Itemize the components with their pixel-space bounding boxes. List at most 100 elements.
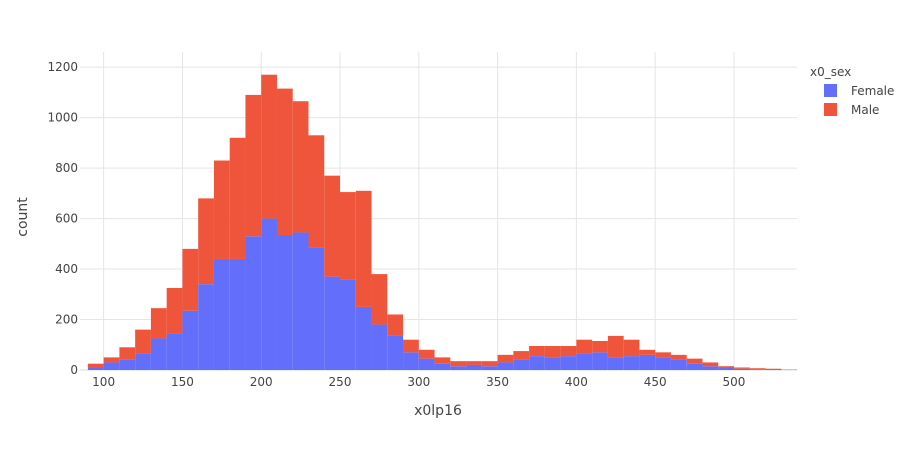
bar-female[interactable] [434,363,451,370]
bar-male[interactable] [434,357,451,364]
bar-female[interactable] [387,335,404,370]
bar-female[interactable] [276,234,293,370]
bar-female[interactable] [182,310,199,370]
bar-female[interactable] [213,258,230,370]
bar-female[interactable] [670,359,687,370]
bar-male[interactable] [639,349,656,355]
bar-female[interactable] [576,353,593,370]
bar-female[interactable] [529,356,545,370]
bar-female[interactable] [418,358,435,370]
bar-female[interactable] [150,338,167,370]
bar-female[interactable] [308,247,325,370]
legend-label-male[interactable]: Male [851,103,879,117]
bar-female[interactable] [229,258,246,370]
bar-male[interactable] [135,329,151,354]
bar-male[interactable] [466,361,482,365]
bar-female[interactable] [450,366,467,370]
y-axis-ticks: 0 200 400 600 800 1000 1200 [47,60,78,377]
x-tick-label: 350 [486,375,509,389]
bar-male[interactable] [150,308,167,339]
bar-male[interactable] [592,340,608,353]
x-tick-label: 250 [329,375,352,389]
bar-male[interactable] [87,363,104,368]
y-tick-label: 800 [55,161,78,175]
bar-male[interactable] [403,339,419,353]
bar-female[interactable] [466,364,482,370]
bar-female[interactable] [686,363,703,370]
bar-male[interactable] [576,339,593,354]
bar-male[interactable] [702,362,719,367]
bar-female[interactable] [324,276,341,370]
bar-female[interactable] [544,357,561,370]
bar-male[interactable] [245,94,262,237]
bar-male[interactable] [213,160,230,259]
bar-female[interactable] [733,368,750,370]
y-axis-title: count [15,197,31,237]
bar-male[interactable] [497,354,514,363]
bar-female[interactable] [702,366,719,370]
bar-male[interactable] [355,190,372,307]
bar-female[interactable] [497,362,514,370]
bar-female[interactable] [103,362,120,370]
bar-male[interactable] [450,361,467,367]
bar-female[interactable] [135,353,151,370]
bar-male[interactable] [733,367,750,369]
bar-male[interactable] [544,346,561,358]
bar-male[interactable] [119,347,136,360]
bar-male[interactable] [182,248,199,311]
bar-female[interactable] [607,357,624,370]
legend-swatch-female[interactable] [824,84,837,97]
bar-female[interactable] [245,236,262,370]
bar-female[interactable] [292,232,309,370]
legend-swatch-male[interactable] [824,103,837,116]
bar-female[interactable] [718,367,734,370]
bar-male[interactable] [387,314,404,336]
bar-male[interactable] [166,287,183,334]
bar-female[interactable] [261,218,277,370]
bar-female[interactable] [403,352,419,370]
bar-male[interactable] [670,354,687,360]
bar-male[interactable] [276,88,293,235]
y-tick-label: 0 [70,363,78,377]
bar-male[interactable] [198,198,214,285]
bar-male[interactable] [623,339,640,357]
bar-male[interactable] [513,351,530,360]
bar-male[interactable] [418,349,435,359]
bar-male[interactable] [560,346,577,357]
bar-female[interactable] [119,359,136,370]
bar-female[interactable] [765,369,782,370]
bar-male[interactable] [261,74,277,219]
bar-male[interactable] [607,335,624,358]
bar-female[interactable] [340,279,356,370]
bar-female[interactable] [355,306,372,370]
bar-female[interactable] [371,324,388,370]
bar-male[interactable] [371,274,388,325]
bar-female[interactable] [166,333,183,370]
legend-label-female[interactable]: Female [851,84,894,98]
bar-male[interactable] [481,361,498,367]
bar-male[interactable] [765,368,782,370]
bar-male[interactable] [324,175,341,277]
bar-male[interactable] [718,366,734,368]
bar-male[interactable] [686,358,703,364]
x-tick-label: 100 [92,375,115,389]
bar-male[interactable] [529,346,545,357]
bar-female[interactable] [749,369,766,370]
bar-female[interactable] [87,367,104,370]
bar-female[interactable] [481,366,498,370]
bar-male[interactable] [308,135,325,248]
bar-female[interactable] [513,359,530,370]
bar-male[interactable] [655,352,671,358]
bar-male[interactable] [229,137,246,259]
bar-female[interactable] [639,354,656,370]
bar-male[interactable] [749,368,766,370]
bar-female[interactable] [592,352,608,370]
bar-male[interactable] [340,192,356,280]
bar-female[interactable] [623,356,640,370]
bar-female[interactable] [560,356,577,370]
bar-male[interactable] [103,357,120,363]
bar-female[interactable] [655,357,671,370]
bar-female[interactable] [198,284,214,370]
bar-male[interactable] [292,101,309,233]
